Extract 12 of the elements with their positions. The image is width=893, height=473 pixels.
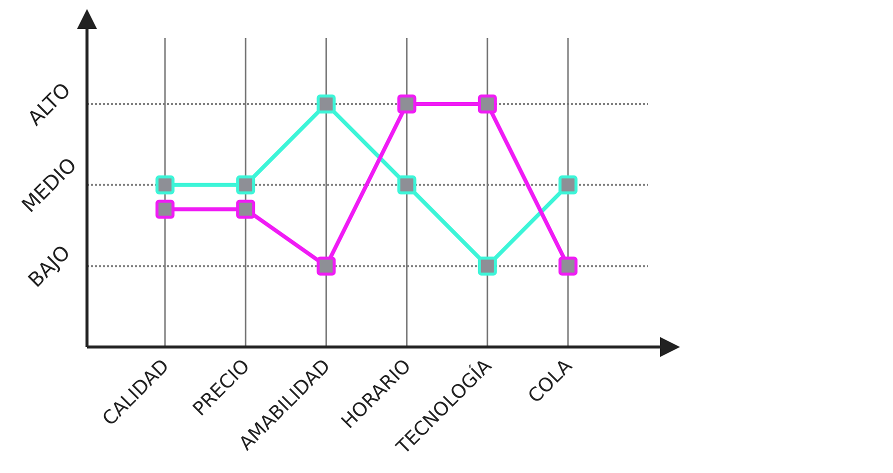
point xyxy=(478,256,497,276)
point xyxy=(316,256,336,276)
point xyxy=(236,175,256,194)
point xyxy=(397,94,416,114)
point xyxy=(236,200,256,219)
point xyxy=(397,175,416,194)
point xyxy=(156,175,174,194)
point xyxy=(156,200,174,219)
point xyxy=(316,94,336,114)
point xyxy=(478,94,497,114)
point xyxy=(558,175,578,194)
point xyxy=(558,256,578,276)
